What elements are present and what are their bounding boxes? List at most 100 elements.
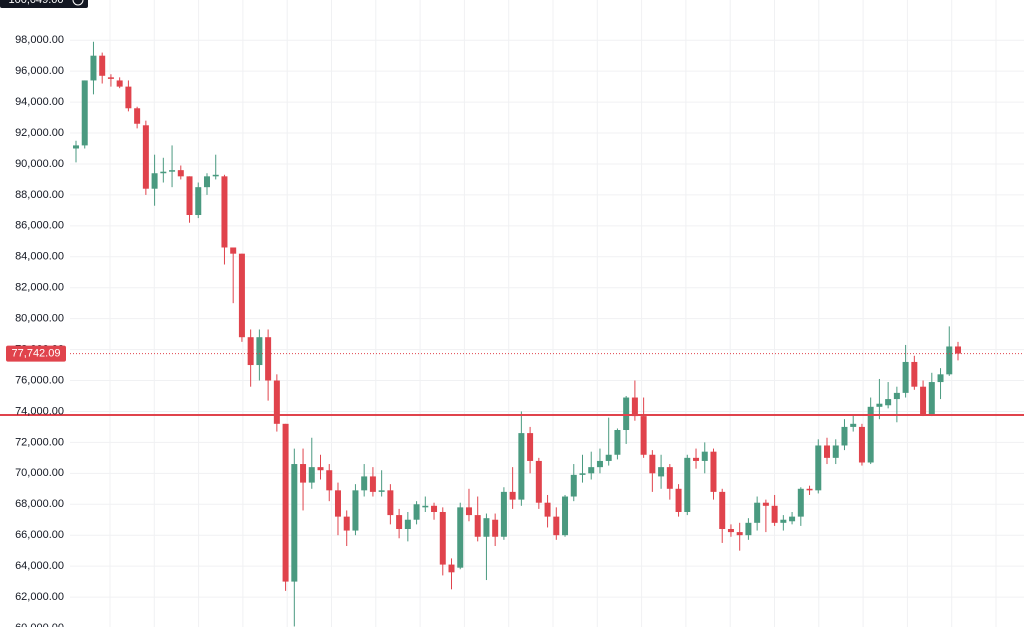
y-tick-label: 90,000.00 (15, 158, 64, 170)
last-price-badge (6, 345, 66, 362)
axis-labels: 60,000.00 62,000.00 64,000.00 66,000.00 68,0… (0, 0, 88, 627)
candle-body (841, 426, 848, 446)
candle-body (116, 80, 123, 87)
candle-body (719, 491, 726, 530)
candle-body (492, 519, 499, 537)
candle-body (334, 490, 341, 517)
candle-body (806, 488, 813, 491)
candle-body (754, 502, 761, 523)
candle-body (300, 464, 307, 483)
y-tick-label: 86,000.00 (15, 220, 64, 232)
y-tick-label: 74,000.00 (15, 405, 64, 417)
candle-body (142, 125, 149, 189)
candle-body (90, 55, 97, 81)
top-price-label: 100,049.00 (8, 0, 63, 6)
candle-body (535, 460, 542, 503)
candle-body (544, 502, 551, 517)
candle-body (422, 505, 429, 508)
candle-body (955, 346, 961, 354)
candle-body (832, 445, 839, 458)
candle-body (937, 374, 944, 383)
candle-body (570, 474, 577, 497)
candle-body (500, 491, 507, 537)
candle-body (614, 430, 621, 455)
candle-body (404, 519, 411, 530)
candle-body (369, 476, 376, 492)
clock-icon (72, 0, 84, 6)
candle-body (265, 337, 272, 381)
candle-body (396, 515, 403, 530)
candle-body (675, 488, 682, 512)
candle-body (343, 516, 350, 531)
candle-body (850, 423, 857, 427)
candle-body (588, 467, 595, 474)
candle-body (658, 467, 665, 477)
candle-body (387, 490, 394, 516)
candle-body (457, 507, 464, 568)
y-tick-label: 76,000.00 (15, 374, 64, 386)
y-tick-label: 82,000.00 (15, 282, 64, 294)
y-tick-label: 70,000.00 (15, 467, 64, 479)
candle-body (553, 516, 560, 536)
candle-body (885, 399, 892, 406)
candle-body (151, 173, 158, 189)
y-tick-label: 64,000.00 (15, 560, 64, 572)
candle-body (195, 187, 202, 216)
candle-body (815, 445, 822, 491)
candle-body (596, 460, 603, 468)
candle-body (134, 108, 141, 124)
y-tick-label: 68,000.00 (15, 498, 64, 510)
candle-body (928, 382, 935, 415)
candle-body (780, 519, 787, 523)
candle-body (727, 529, 734, 533)
candle-body (902, 361, 909, 393)
candle-body (474, 515, 481, 537)
candle-body (221, 176, 228, 248)
candle-body (177, 170, 184, 177)
candle-body (99, 55, 106, 76)
y-tick-label: 66,000.00 (15, 529, 64, 541)
candle-body (623, 397, 630, 431)
candles (0, 41, 1024, 627)
candle-body (640, 416, 647, 455)
candle-body (186, 176, 193, 216)
candle-body (169, 170, 176, 172)
candle-body (308, 467, 315, 483)
y-tick-label: 94,000.00 (15, 96, 64, 108)
candle-body (579, 473, 586, 475)
candle-body (876, 403, 883, 407)
candle-body (631, 397, 638, 417)
y-tick-label: 80,000.00 (15, 313, 64, 325)
candle-body (317, 467, 324, 471)
y-tick-label: 96,000.00 (15, 65, 64, 77)
candle-body (666, 467, 673, 489)
y-tick-label: 60,000.00 (15, 622, 64, 627)
candle-body (736, 532, 743, 536)
y-tick-label: 72,000.00 (15, 436, 64, 448)
candle-body (238, 253, 245, 338)
candle-body (326, 470, 333, 491)
candle-body (160, 171, 167, 174)
candle-body (684, 457, 691, 512)
candle-body (230, 247, 237, 254)
candle-body (920, 386, 927, 415)
candle-body (771, 505, 778, 523)
y-tick-label: 88,000.00 (15, 189, 64, 201)
candle-body (701, 451, 708, 461)
candle-body (107, 77, 114, 79)
candle-body (291, 464, 298, 582)
candle-body (605, 454, 612, 461)
candle-body (797, 488, 804, 517)
candle-body (81, 80, 88, 146)
candle-body (562, 496, 569, 536)
candle-body (858, 426, 865, 463)
candle-body (73, 145, 79, 149)
candle-body (273, 380, 280, 424)
candle-body (867, 406, 874, 463)
candle-body (527, 433, 534, 461)
candle-body (483, 518, 490, 537)
candle-body (789, 516, 796, 522)
candle-body (413, 504, 420, 520)
y-tick-label: 92,000.00 (15, 127, 64, 139)
